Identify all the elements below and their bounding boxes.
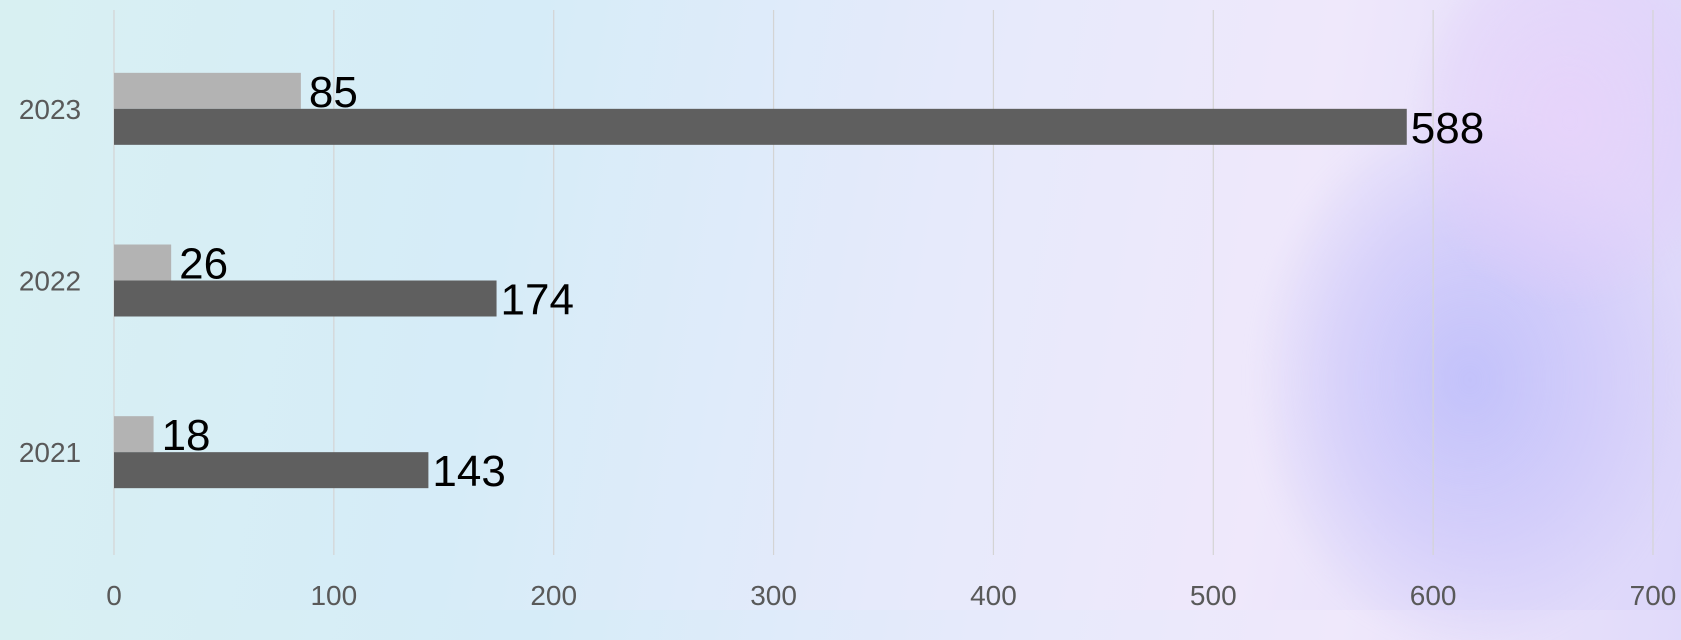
x-axis-ticks: 0 100 200 300 400 500 600 700	[106, 580, 1676, 610]
y-tick-label: 2022	[19, 266, 81, 297]
bar	[114, 72, 301, 109]
bar	[114, 244, 172, 281]
data-labels: 18 143 26 174 85 588	[162, 68, 1485, 496]
y-axis-ticks: 2021 2022 2023	[19, 94, 81, 468]
bar-chart: 18 143 26 174 85 588 0 100 200 300 400 500 600 700 2…	[19, 10, 1676, 610]
data-label: 18	[162, 411, 211, 460]
bar	[114, 108, 1407, 145]
bar	[114, 452, 429, 489]
y-tick-label: 2023	[19, 94, 81, 125]
x-tick-label: 500	[1190, 580, 1237, 610]
data-label: 174	[501, 276, 574, 325]
x-tick-label: 700	[1630, 580, 1677, 610]
x-tick-label: 200	[530, 580, 577, 610]
data-label: 26	[179, 240, 228, 289]
x-tick-label: 300	[750, 580, 797, 610]
x-tick-label: 600	[1410, 580, 1457, 610]
y-tick-label: 2021	[19, 437, 81, 468]
gridlines	[113, 10, 1654, 555]
data-label: 85	[309, 68, 358, 117]
bar	[114, 280, 497, 317]
data-label: 143	[432, 447, 505, 496]
bar	[114, 416, 154, 453]
bars	[114, 72, 1407, 489]
x-tick-label: 400	[970, 580, 1017, 610]
x-tick-label: 0	[106, 580, 122, 610]
data-label: 588	[1411, 104, 1484, 153]
x-tick-label: 100	[310, 580, 357, 610]
